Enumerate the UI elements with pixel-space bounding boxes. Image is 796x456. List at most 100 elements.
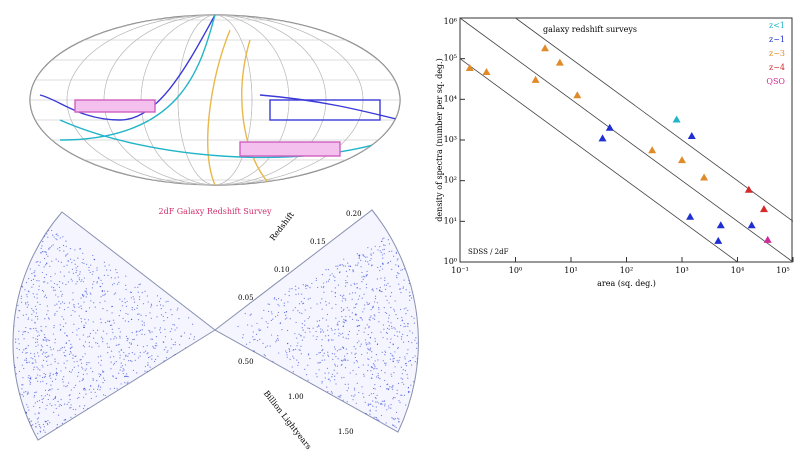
galaxy-dot <box>289 288 290 289</box>
galaxy-dot <box>356 411 357 412</box>
galaxy-dot <box>160 327 161 328</box>
galaxy-dot <box>125 320 126 321</box>
galaxy-dot <box>165 312 166 313</box>
galaxy-dot <box>28 410 29 411</box>
galaxy-dot <box>22 276 23 277</box>
galaxy-dot <box>12 355 13 356</box>
galaxy-dot <box>46 345 47 346</box>
galaxy-dot <box>299 303 300 304</box>
galaxy-dot <box>327 330 328 331</box>
galaxy-dot <box>83 301 84 302</box>
galaxy-dot <box>57 248 58 249</box>
galaxy-dot <box>378 321 379 322</box>
galaxy-dot <box>64 404 65 405</box>
galaxy-dot <box>171 339 172 340</box>
y-tick-label: 10⁵ <box>444 54 457 63</box>
galaxy-dot <box>54 283 55 284</box>
galaxy-dot <box>316 354 317 355</box>
galaxy-dot <box>301 353 302 354</box>
galaxy-dot <box>407 310 408 311</box>
galaxy-dot <box>160 304 161 305</box>
galaxy-dot <box>311 283 312 284</box>
galaxy-dot <box>421 312 422 313</box>
galaxy-dot <box>22 365 23 366</box>
galaxy-dot <box>409 295 410 296</box>
galaxy-dot <box>101 360 102 361</box>
galaxy-dot <box>386 422 387 423</box>
galaxy-dot <box>391 431 392 432</box>
galaxy-dot <box>27 352 28 353</box>
galaxy-dot <box>40 381 41 382</box>
galaxy-dot <box>176 327 177 328</box>
distance-tick-label: 1.50 <box>338 428 354 436</box>
galaxy-dot <box>44 258 45 259</box>
galaxy-dot <box>103 394 104 395</box>
galaxy-dot <box>368 404 369 405</box>
galaxy-dot <box>387 283 388 284</box>
galaxy-dot <box>301 294 302 295</box>
galaxy-dot <box>407 256 408 257</box>
galaxy-dot <box>338 335 339 336</box>
galaxy-dot <box>371 421 372 422</box>
galaxy-dot <box>412 332 413 333</box>
galaxy-dot <box>35 316 36 317</box>
galaxy-dot <box>382 254 383 255</box>
galaxy-dot <box>404 268 405 269</box>
galaxy-dot <box>370 348 371 349</box>
galaxy-dot <box>345 384 346 385</box>
galaxy-dot <box>39 400 40 401</box>
galaxy-dot <box>100 318 101 319</box>
annotation: SDSS / 2dF <box>468 248 509 256</box>
galaxy-dot <box>325 335 326 336</box>
galaxy-dot <box>368 327 369 328</box>
galaxy-dot <box>382 430 383 431</box>
galaxy-dot <box>140 284 141 285</box>
galaxy-dot <box>343 259 344 260</box>
galaxy-dot <box>60 237 61 238</box>
galaxy-dot <box>81 318 82 319</box>
galaxy-dot <box>81 363 82 364</box>
galaxy-dot <box>298 334 299 335</box>
galaxy-dot <box>327 354 328 355</box>
galaxy-dot <box>355 420 356 421</box>
galaxy-dot <box>53 327 54 328</box>
galaxy-dot <box>151 355 152 356</box>
galaxy-dot <box>37 341 38 342</box>
galaxy-dot <box>343 360 344 361</box>
galaxy-dot <box>40 431 41 432</box>
galaxy-dot <box>408 361 409 362</box>
galaxy-dot <box>28 291 29 292</box>
galaxy-dot <box>356 374 357 375</box>
galaxy-dot <box>111 362 112 363</box>
galaxy-dot <box>43 339 44 340</box>
galaxy-dot <box>422 342 423 343</box>
galaxy-dot <box>83 327 84 328</box>
galaxy-dot <box>167 350 168 351</box>
galaxy-dot <box>76 334 77 335</box>
galaxy-dot <box>107 352 108 353</box>
galaxy-dot <box>57 448 58 449</box>
galaxy-dot <box>384 363 385 364</box>
galaxy-dot <box>383 401 384 402</box>
galaxy-dot <box>393 234 394 235</box>
galaxy-dot <box>347 263 348 264</box>
galaxy-dot <box>378 430 379 431</box>
galaxy-dot <box>261 318 262 319</box>
galaxy-dot <box>392 389 393 390</box>
galaxy-dot <box>193 339 194 340</box>
galaxy-dot <box>26 358 27 359</box>
galaxy-dot <box>126 306 127 307</box>
galaxy-dot <box>74 387 75 388</box>
galaxy-dot <box>355 292 356 293</box>
galaxy-dot <box>287 330 288 331</box>
galaxy-dot <box>371 377 372 378</box>
galaxy-dot <box>154 370 155 371</box>
galaxy-dot <box>389 325 390 326</box>
galaxy-dot <box>328 339 329 340</box>
galaxy-dot <box>342 298 343 299</box>
galaxy-dot <box>50 437 51 438</box>
galaxy-dot <box>329 275 330 276</box>
galaxy-dot <box>155 373 156 374</box>
galaxy-dot <box>405 363 406 364</box>
galaxy-dot <box>70 344 71 345</box>
